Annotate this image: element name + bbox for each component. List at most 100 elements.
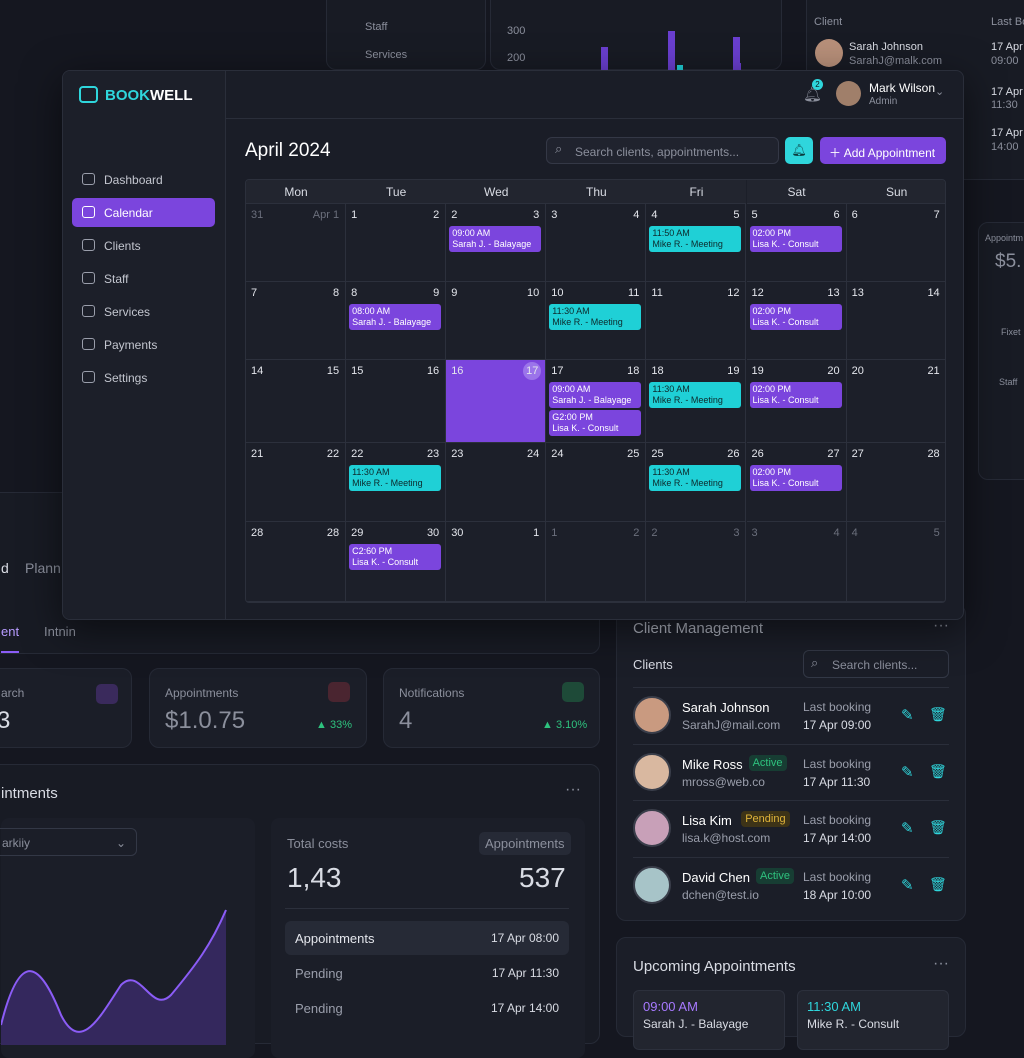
nav-label: Staff <box>104 272 129 286</box>
event[interactable]: 11:30 AM Mike R. - Meeting <box>649 382 742 408</box>
event[interactable]: 09:00 AM Sarah J. - Balayage <box>549 382 642 408</box>
bg-time: 09:00 <box>991 55 1019 67</box>
day-number: 14 <box>251 365 264 377</box>
tab[interactable]: Intnin <box>44 624 76 639</box>
day-number: 21 <box>251 448 264 460</box>
day-cell[interactable]: 25 26 11:30 AM Mike R. - Meeting <box>646 443 747 522</box>
day-cell[interactable]: 18 19 11:30 AM Mike R. - Meeting <box>646 360 747 443</box>
day-cell[interactable]: 21 22 <box>246 443 347 522</box>
day-cell[interactable]: 15 16 <box>346 360 447 443</box>
day-cell[interactable]: 13 14 <box>846 282 945 360</box>
day-cell[interactable]: 24 25 <box>546 443 647 522</box>
upcoming-card[interactable]: 11:30 AM Mike R. - Consult <box>797 990 949 1050</box>
nav-item[interactable]: Settings <box>72 363 215 392</box>
event[interactable]: G2:00 PM Lisa K. - Consult <box>549 410 642 436</box>
event[interactable]: C2:60 PM Lisa K. - Consult <box>349 544 442 570</box>
day-number: 25 <box>651 448 664 460</box>
edit-button[interactable]: ✎ <box>901 876 914 894</box>
event[interactable]: 11:30 AM Mike R. - Meeting <box>549 304 642 330</box>
day-cell[interactable]: 20 21 <box>846 360 945 443</box>
delete-button[interactable]: 🗑︎ <box>929 762 947 779</box>
search[interactable]: Search clients... <box>803 650 949 678</box>
nav-item[interactable]: Staff <box>72 264 215 293</box>
day-cell[interactable]: 9 10 <box>446 282 547 360</box>
nav-item[interactable]: Services <box>72 297 215 326</box>
day-cell[interactable]: 11 12 <box>646 282 747 360</box>
bg-date: 17 Apr <box>991 127 1023 139</box>
event[interactable]: 11:30 AM Mike R. - Meeting <box>349 465 442 491</box>
tab[interactable]: ent <box>1 624 20 639</box>
day-number: 12 <box>727 287 740 299</box>
event[interactable]: 02:00 PM Lisa K. - Consult <box>749 382 842 408</box>
day-cell[interactable]: 28 28 <box>246 522 347 602</box>
day-cell[interactable]: 17 18 09:00 AM Sarah J. - Balayage G2:00 PM L… <box>546 360 647 443</box>
user-name: Mark Wilson <box>869 81 936 95</box>
day-cell[interactable]: 30 1 <box>446 522 547 602</box>
day-cell[interactable]: 4 5 11:50 AM Mike R. - Meeting <box>646 204 747 282</box>
nav-item[interactable]: Calendar <box>72 198 215 227</box>
event-time: 11:50 AM <box>652 228 690 238</box>
day-cell[interactable]: 23 24 <box>446 443 547 522</box>
upcoming-card[interactable]: 09:00 AM Sarah J. - Balayage <box>633 990 785 1050</box>
day-number: 28 <box>927 448 940 460</box>
client-row: Sarah Johnson SarahJ@mail.com Last booking… <box>633 687 949 743</box>
day-cell[interactable]: 14 15 <box>246 360 347 443</box>
client-row: Lisa Kim Pending lisa.k@host.com Last booki… <box>633 800 949 856</box>
day-number: Apr 1 <box>312 209 340 221</box>
day-cell[interactable]: 26 27 02:00 PM Lisa K. - Consult <box>746 443 847 522</box>
event-time: C2:60 PM <box>352 546 393 556</box>
event[interactable]: 02:00 PM Lisa K. - Consult <box>749 304 842 330</box>
day-cell[interactable]: 19 20 02:00 PM Lisa K. - Consult <box>746 360 847 443</box>
day-cell[interactable]: 16 17 <box>446 360 547 443</box>
tab[interactable]: Plann <box>25 560 61 576</box>
day-cell[interactable]: 10 11 11:30 AM Mike R. - Meeting <box>546 282 647 360</box>
edit-button[interactable]: ✎ <box>901 820 914 837</box>
day-cell[interactable]: 29 30 C2:60 PM Lisa K. - Consult <box>346 522 447 602</box>
edit-button[interactable]: ✎ <box>901 763 914 781</box>
booking-label: Last booking <box>803 756 872 771</box>
day-cell[interactable]: 2 3 09:00 AM Sarah J. - Balayage <box>446 204 547 282</box>
day-cell[interactable]: 22 23 11:30 AM Mike R. - Meeting <box>346 443 447 522</box>
tab[interactable]: d <box>1 560 9 576</box>
day-cell[interactable]: 27 28 <box>846 443 945 522</box>
delete-button[interactable]: 🗑︎ <box>929 706 947 722</box>
delete-button[interactable]: 🗑︎ <box>929 819 947 835</box>
row-date: 17 Apr 14:00 <box>490 1001 559 1015</box>
stat-change: 33% <box>329 719 352 731</box>
add-button[interactable]: ＋ Add Appointment <box>820 137 946 164</box>
event[interactable]: 09:00 AM Sarah J. - Balayage <box>449 226 542 252</box>
weekday: Wed <box>446 180 547 204</box>
filter[interactable]: arkiiy ⌄ <box>0 828 137 856</box>
event[interactable]: 11:50 AM Mike R. - Meeting <box>649 226 742 252</box>
nav-item[interactable]: Clients <box>72 231 215 260</box>
day-cell[interactable]: 8 9 08:00 AM Sarah J. - Balayage <box>346 282 447 360</box>
day-number: 23 <box>451 448 464 460</box>
stat-value: 4 <box>399 707 413 734</box>
edit-button[interactable]: ✎ <box>901 707 914 724</box>
notify-button[interactable]: 🔔︎ <box>785 137 813 164</box>
event[interactable]: 02:00 PM Lisa K. - Consult <box>749 465 842 491</box>
event[interactable]: 02:00 PM Lisa K. - Consult <box>749 226 842 252</box>
day-cell[interactable]: 31 Apr 1 <box>246 204 347 282</box>
delete-button[interactable]: 🗑︎ <box>929 875 947 892</box>
nav-item[interactable]: Dashboard <box>72 165 215 194</box>
day-number: 27 <box>827 448 840 460</box>
event[interactable]: 08:00 AM Sarah J. - Balayage <box>349 304 442 330</box>
event-title: Sarah J. - Balayage <box>452 239 532 249</box>
day-number: 17 <box>523 362 542 380</box>
event[interactable]: 11:30 AM Mike R. - Meeting <box>649 465 742 491</box>
day-cell[interactable]: 12 13 02:00 PM Lisa K. - Consult <box>746 282 847 360</box>
calendar-search[interactable]: Search clients, appointments... <box>546 137 779 164</box>
nav-item[interactable]: Payments <box>72 330 215 359</box>
client-row: Mike Ross Active mross@web.co Last booking 1… <box>633 743 949 800</box>
day-cell[interactable]: 5 6 02:00 PM Lisa K. - Consult <box>746 204 847 282</box>
bg-time: 11:30 <box>991 99 1018 111</box>
